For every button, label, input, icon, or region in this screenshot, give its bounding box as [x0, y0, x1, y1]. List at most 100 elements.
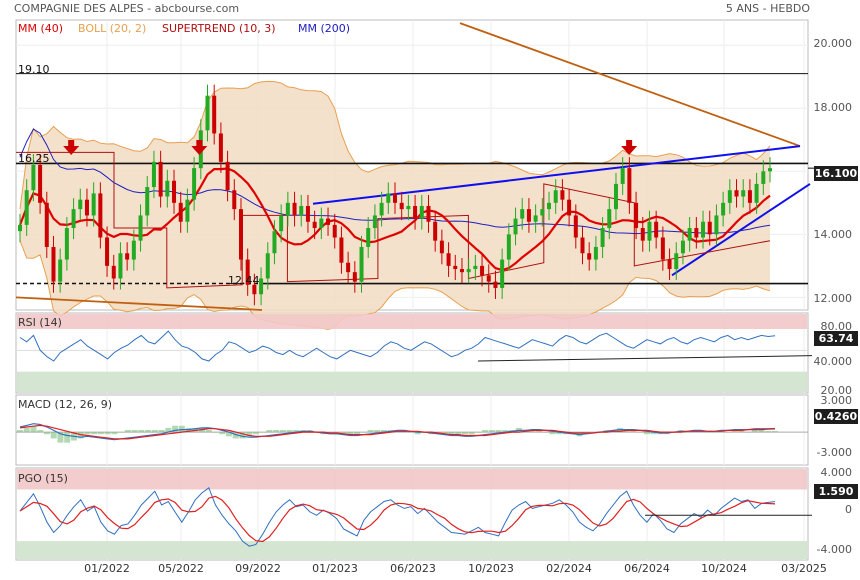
candle-body	[386, 193, 391, 203]
candle-body	[459, 269, 464, 273]
candle-body	[265, 253, 270, 279]
macd-histogram-bar	[57, 432, 64, 443]
macd-histogram-bar	[772, 431, 778, 433]
macd-histogram-bar	[374, 430, 381, 433]
candle-body	[138, 215, 143, 241]
macd-histogram-bar	[77, 432, 84, 439]
candle-body	[627, 168, 632, 203]
candle-body	[493, 281, 498, 288]
candle-body	[98, 193, 103, 238]
macd-histogram-bar	[286, 430, 293, 433]
legend-mm200: MM (200)	[298, 22, 351, 35]
macd-line	[19, 423, 776, 441]
x-tick: 06/2023	[390, 562, 436, 575]
x-tick: 03/2025	[781, 562, 827, 575]
candle-body	[573, 215, 578, 238]
candle-body	[473, 265, 478, 270]
legend-mm40: MM (40)	[18, 22, 64, 35]
x-tick: 05/2022	[158, 562, 204, 575]
candle-body	[721, 202, 726, 216]
macd-histogram-bar	[738, 430, 745, 433]
candle-body	[172, 180, 177, 203]
candle-body	[600, 228, 605, 247]
macd-histogram-bar	[158, 430, 165, 433]
resistance-trendline	[459, 22, 801, 147]
candle-body	[339, 237, 344, 263]
y-tick: 4.000	[820, 466, 853, 479]
mm40-line	[18, 167, 771, 272]
candle-body	[707, 221, 712, 235]
macd-histogram-bar	[279, 430, 286, 433]
candle-body	[433, 221, 438, 241]
x-tick: 02/2024	[546, 562, 592, 575]
macd-histogram-bar	[468, 432, 475, 435]
candle-body	[165, 180, 170, 197]
candle-body	[520, 209, 525, 219]
candle-body	[413, 205, 418, 219]
level-label-16-25: 16.25	[18, 152, 50, 165]
candle-body	[506, 234, 511, 260]
candle-body	[205, 95, 210, 131]
candle-body	[232, 190, 237, 210]
legend-macd: MACD (12, 26, 9)	[18, 398, 113, 411]
candle-body	[118, 253, 123, 279]
macd-histogram-bar	[381, 430, 388, 433]
candle-body	[218, 133, 223, 162]
bollinger-upper	[19, 80, 771, 210]
candle-body	[694, 228, 699, 238]
candle-body	[158, 161, 163, 197]
signal-arrow	[621, 140, 638, 155]
chart-period: 5 ANS - HEBDO	[725, 2, 810, 15]
y-tick: 40.000	[813, 355, 853, 368]
candle-body	[701, 221, 706, 238]
macd-histogram-bar	[91, 432, 98, 435]
candle-body	[319, 218, 324, 229]
candle-body	[587, 253, 592, 260]
candle-body	[131, 240, 136, 260]
candle-body	[312, 221, 317, 229]
uptrend-line-lower	[671, 183, 811, 277]
macd-histogram-bar	[178, 425, 185, 433]
macd-histogram-bar	[407, 432, 414, 433]
supertrend-line	[16, 151, 771, 289]
candle-body	[51, 246, 56, 282]
candle-body	[111, 265, 116, 279]
pgo-overbought-band	[17, 469, 807, 490]
level-label-19-10: 19.10	[18, 63, 50, 76]
candle-body	[640, 228, 645, 241]
macd-histogram-bar	[145, 430, 152, 433]
bollinger-lower	[19, 240, 771, 330]
candle-body	[393, 193, 397, 203]
candle-body	[185, 199, 190, 222]
candle-body	[674, 253, 679, 270]
macd-histogram-bar	[367, 430, 374, 433]
macd-histogram-bar	[502, 430, 509, 433]
y-tick: 20.000	[813, 37, 853, 50]
candle-body	[105, 237, 110, 266]
candle-body	[178, 202, 183, 222]
candle-body	[78, 199, 83, 210]
candle-body	[279, 215, 284, 232]
macd-histogram-bar	[340, 432, 347, 435]
candle-body	[654, 221, 659, 238]
macd-histogram-bar	[414, 432, 421, 435]
macd-histogram-bar	[455, 432, 462, 435]
macd-histogram-bar	[259, 432, 266, 433]
candle-body	[486, 275, 491, 282]
macd-histogram-bar	[172, 425, 179, 433]
candle-body	[547, 202, 552, 210]
candle-body	[366, 228, 371, 247]
legend-rsi: RSI (14)	[18, 316, 62, 329]
macd-histogram-bar	[475, 432, 482, 433]
macd-histogram-bar	[118, 432, 125, 433]
candle-body	[439, 240, 444, 254]
macd-signal-line	[19, 424, 776, 440]
macd-histogram-bar	[643, 432, 650, 435]
candle-body	[58, 259, 63, 282]
macd-histogram-bar	[529, 430, 536, 433]
x-tick: 01/2023	[312, 562, 358, 575]
x-tick: 09/2022	[235, 562, 281, 575]
candle-body	[192, 168, 197, 200]
macd-histogram-bar	[704, 432, 711, 433]
legend-supertrend: SUPERTREND (10, 3)	[162, 22, 276, 35]
